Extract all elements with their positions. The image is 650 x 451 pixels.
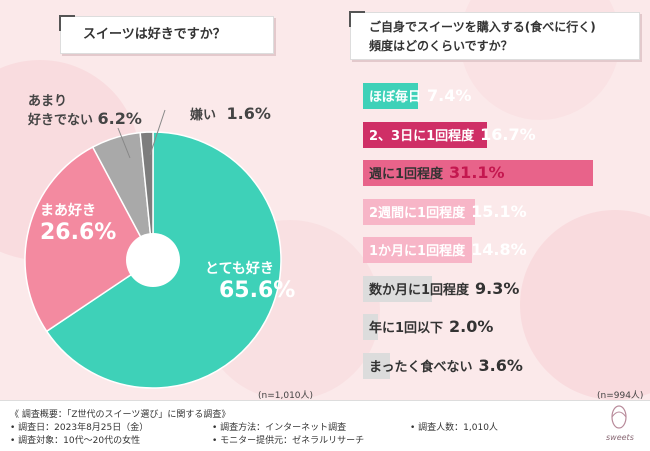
bar-mark <box>363 121 487 148</box>
bar-value-label: 15.1% <box>471 201 527 221</box>
bar-value-label: 7.4% <box>427 86 472 105</box>
bar-category-label: 年に1回以下 <box>369 321 444 336</box>
logo-icon <box>611 405 627 429</box>
bar-row: 週に1回程度 31.1% <box>363 160 643 186</box>
corner-mark-icon <box>59 15 75 31</box>
pie-slice-somewhat-like <box>24 146 154 333</box>
survey-date: • 調査日：2023年8月25日（金） <box>10 423 149 433</box>
bar-value-label: 3.6% <box>478 355 523 375</box>
bar-category-label: 1か月に1回程度 <box>369 244 466 259</box>
survey-method: • 調査方法：インターネット調査 <box>212 423 347 433</box>
bar-label: 1か月に1回程度 14.8% <box>369 237 527 263</box>
bar-mark <box>363 237 473 263</box>
logo-text: sweets <box>606 433 634 442</box>
bar-label: 2、3日に1回程度 16.7% <box>369 122 536 148</box>
bar-title-line1: ご自身でスイーツを購入する(食べに行く) <box>369 20 596 34</box>
pie-label-somewhat-like: まあ好き 26.6% <box>40 200 116 245</box>
bar-category-label: ほぼ毎日 <box>369 90 422 105</box>
bar-row: まったく食べない 3.6% <box>363 352 643 379</box>
pie-value-label: 26.6% <box>40 220 117 245</box>
survey-footer: 《 調査概要：「Z世代のスイーツ選び」に関する調査》 • 調査日：2023年8月… <box>0 400 650 451</box>
bar-value-label: 16.7% <box>480 124 536 144</box>
pie-label-very-like: とても好き 65.6% <box>205 258 295 303</box>
bar-category-label: 週に1回程度 <box>369 167 444 182</box>
bar-row: 1か月に1回程度 14.8% <box>363 237 643 263</box>
bar-category-label: 2週間に1回程度 <box>369 205 466 221</box>
pie-category-label: 好きでない <box>28 113 94 128</box>
pie-category-label: あまり <box>28 94 68 109</box>
bar-value-label: 31.1% <box>449 163 505 182</box>
pie-center-hole <box>126 233 180 287</box>
bar-category-label: 数か月に1回程度 <box>369 282 470 298</box>
pie-chart <box>24 131 282 389</box>
bar-chart-title: ご自身でスイーツを購入する(食べに行く) 頻度はどのくらいですか？ <box>349 11 640 60</box>
bar-panel: ご自身でスイーツを購入する(食べに行く) 頻度はどのくらいですか？ ほぼ毎日 7.… <box>325 0 650 401</box>
bar-mark <box>363 314 378 340</box>
bar-row: 数か月に1回程度 9.3% <box>363 275 643 302</box>
bar-value-label: 2.0% <box>449 317 494 336</box>
bar-row: 2、3日に1回程度 16.7% <box>363 121 643 148</box>
bar-mark <box>363 352 390 379</box>
pie-value-label: 65.6% <box>219 278 296 303</box>
bar-label: 年に1回以下 2.0% <box>369 314 493 340</box>
corner-mark-icon <box>349 11 365 27</box>
bar-label: 数か月に1回程度 9.3% <box>369 276 519 302</box>
sweets-logo: sweets <box>602 403 636 447</box>
pie-category-label: 嫌い <box>190 108 217 123</box>
pie-chart-title: スイーツは好きですか？ <box>59 15 274 54</box>
pie-value-label: 6.2% <box>97 109 142 128</box>
pie-title-text: スイーツは好きですか？ <box>83 27 226 42</box>
bar-row: 年に1回以下 2.0% <box>363 314 643 340</box>
bar-category-label: 2、3日に1回程度 <box>369 128 475 144</box>
pie-sample-size: (n=1,010人) <box>258 391 314 401</box>
pie-panel: スイーツは好きですか？ とても好き 65.6% まあ好き 26.6% あまり 好… <box>0 0 325 401</box>
bar-sample-size: (n=994人) <box>597 391 644 401</box>
bar-mark <box>363 160 593 186</box>
bar-mark <box>363 275 432 302</box>
bar-label: ほぼ毎日 7.4% <box>369 83 471 109</box>
bar-category-label: まったく食べない <box>369 359 473 375</box>
bar-value-label: 14.8% <box>471 240 527 259</box>
survey-count: • 調査人数：1,010人 <box>410 423 498 433</box>
bar-mark <box>363 198 475 225</box>
pie-label-dislike: 嫌い 1.6% <box>190 104 271 123</box>
pie-label-not-really: あまり 好きでない 6.2% <box>28 90 142 128</box>
survey-target: • 調査対象：10代〜20代の女性 <box>10 436 141 446</box>
bar-label: まったく食べない 3.6% <box>369 353 523 379</box>
bar-value-label: 9.3% <box>475 278 520 298</box>
pie-category-label: とても好き <box>205 261 274 277</box>
bar-title-line2: 頻度はどのくらいですか？ <box>369 39 513 53</box>
pie-category-label: まあ好き <box>40 203 96 219</box>
bar-row: ほぼ毎日 7.4% <box>363 83 643 109</box>
bar-label: 週に1回程度 31.1% <box>369 160 505 186</box>
survey-provider: • モニター提供元：ゼネラルリサーチ <box>212 436 365 446</box>
bar-mark <box>363 83 418 109</box>
survey-overview: 《 調査概要：「Z世代のスイーツ選び」に関する調査》 <box>10 410 231 420</box>
bar-label: 2週間に1回程度 15.1% <box>369 199 527 225</box>
pie-value-label: 1.6% <box>226 104 271 123</box>
bar-row: 2週間に1回程度 15.1% <box>363 198 643 225</box>
